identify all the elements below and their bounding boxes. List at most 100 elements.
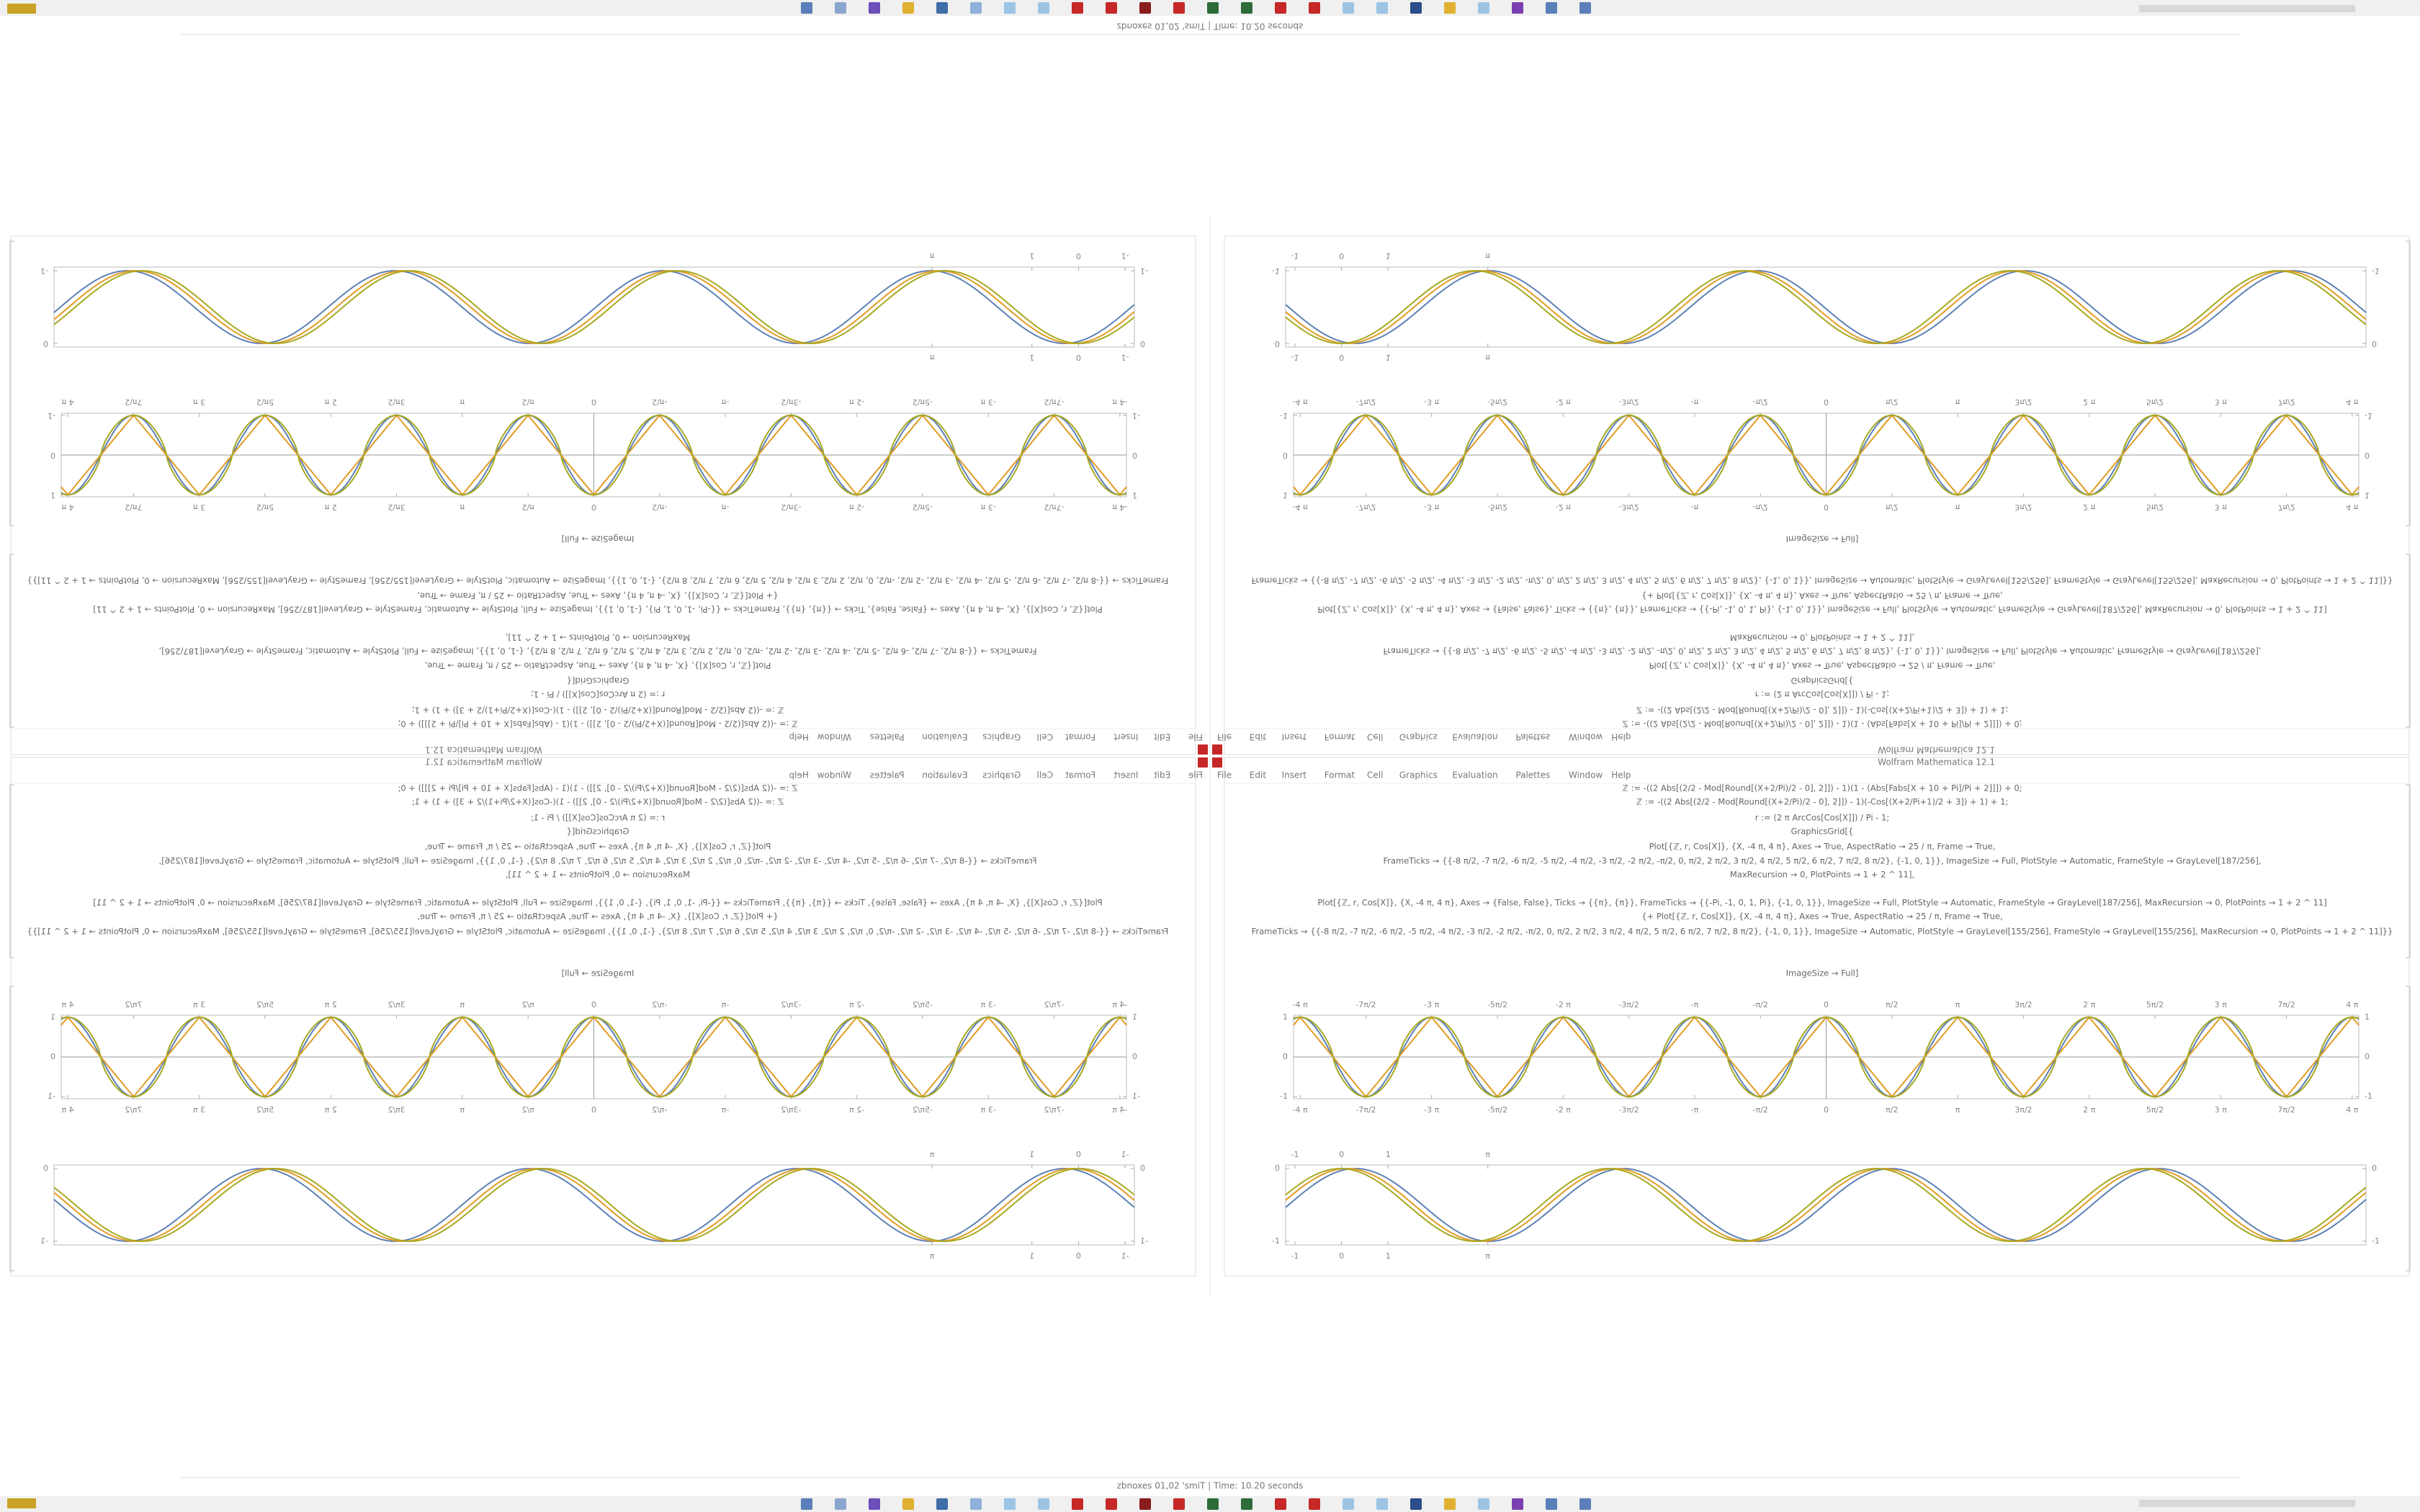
menu-item[interactable]: Edit [1250, 732, 1267, 742]
menu-item[interactable]: Evaluation [922, 770, 967, 780]
menu-item[interactable]: File [1188, 770, 1203, 780]
taskbar-icon[interactable] [1376, 1498, 1388, 1510]
menu-item[interactable]: Cell [1367, 770, 1383, 780]
taskbar-icon[interactable] [801, 2, 812, 14]
taskbar-icon[interactable] [1444, 2, 1456, 14]
menu-item[interactable]: Window [817, 770, 852, 780]
menu-item[interactable]: Edit [1154, 770, 1171, 780]
taskbar-icon[interactable] [869, 1498, 880, 1510]
menu-item[interactable]: Format [1065, 732, 1096, 742]
menu-item[interactable]: Help [1611, 770, 1631, 780]
menu-item[interactable]: Graphics [1399, 770, 1438, 780]
taskbar-icon[interactable] [835, 1498, 846, 1510]
start-icon[interactable] [7, 1498, 36, 1508]
menu-item[interactable]: Help [789, 732, 808, 742]
x-tick-label: π [460, 1000, 465, 1009]
menu-item[interactable]: Format [1065, 770, 1096, 780]
menu-item[interactable]: Cell [1367, 732, 1383, 742]
taskbar-icon[interactable] [1579, 2, 1591, 14]
taskbar-icon[interactable] [1207, 2, 1219, 14]
menu-item[interactable]: Window [1569, 732, 1603, 742]
taskbar-icon[interactable] [1139, 2, 1151, 14]
taskbar-icon[interactable] [1038, 1498, 1049, 1510]
menu-item[interactable]: Palettes [1515, 732, 1550, 742]
taskbar-icon[interactable] [1512, 1498, 1523, 1510]
taskbar-icon[interactable] [1004, 2, 1016, 14]
taskbar-icon[interactable] [1343, 1498, 1354, 1510]
taskbar-icon[interactable] [1410, 2, 1422, 14]
taskbar-icon[interactable] [1478, 2, 1489, 14]
menu-item[interactable]: Graphics [982, 770, 1021, 780]
taskbar-icon[interactable] [1275, 2, 1286, 14]
start-icon[interactable] [7, 4, 36, 14]
taskbar-icon[interactable] [1444, 1498, 1456, 1510]
menu-item[interactable]: Palettes [1515, 770, 1550, 780]
taskbar-icon[interactable] [1546, 1498, 1557, 1510]
menu-item[interactable]: Window [1569, 770, 1603, 780]
taskbar-icon[interactable] [1478, 1498, 1489, 1510]
menu-item[interactable]: Insert [1113, 732, 1139, 742]
taskbar-icon[interactable] [1579, 1498, 1591, 1510]
taskbar-icon[interactable] [1376, 2, 1388, 14]
menu-item[interactable]: Insert [1113, 770, 1139, 780]
y-tick-label: 0 [1140, 339, 1145, 348]
taskbar-icon[interactable] [1309, 2, 1320, 14]
menu-item[interactable]: Graphics [982, 732, 1021, 742]
x-tick-label: 0 [591, 1105, 596, 1115]
taskbar-icon[interactable] [970, 2, 982, 14]
menu-item[interactable]: File [1217, 770, 1232, 780]
menu-item[interactable]: File [1188, 732, 1203, 742]
menu-item[interactable]: Palettes [870, 770, 905, 780]
code-line: ImageSize → Full] [562, 534, 635, 544]
taskbar-icon[interactable] [970, 1498, 982, 1510]
y-tick-label: 0 [43, 1164, 48, 1173]
taskbar-icon[interactable] [1512, 2, 1523, 14]
menu-item[interactable]: Format [1325, 770, 1355, 780]
taskbar-icon[interactable] [869, 2, 880, 14]
taskbar-icon[interactable] [1309, 1498, 1320, 1510]
taskbar-icon[interactable] [1546, 2, 1557, 14]
taskbar-icon[interactable] [902, 2, 914, 14]
menu-item[interactable]: File [1217, 732, 1232, 742]
menu-item[interactable]: Evaluation [922, 732, 967, 742]
menu-item[interactable]: Help [789, 770, 808, 780]
taskbar-icon[interactable] [1275, 1498, 1286, 1510]
taskbar-icon[interactable] [902, 1498, 914, 1510]
taskbar-icon[interactable] [1038, 2, 1049, 14]
taskbar-icon[interactable] [1106, 1498, 1117, 1510]
taskbar-icon[interactable] [835, 2, 846, 14]
taskbar-icon[interactable] [1072, 1498, 1083, 1510]
taskbar-icon[interactable] [1207, 1498, 1219, 1510]
menu-item[interactable]: Palettes [870, 732, 905, 742]
menu-item[interactable]: Evaluation [1452, 770, 1497, 780]
taskbar-icon[interactable] [1139, 1498, 1151, 1510]
code-line: r := (2 π ArcCos[Cos[X]]) / Pi - 1; [531, 813, 665, 823]
menu-item[interactable]: Format [1325, 732, 1355, 742]
cell-bracket [2406, 554, 2411, 728]
x-tick-label: π [1485, 1150, 1490, 1159]
taskbar-icon[interactable] [1173, 1498, 1185, 1510]
menu-item[interactable]: Cell [1037, 770, 1053, 780]
x-tick-label: 3 π [2215, 503, 2227, 512]
taskbar-icon[interactable] [801, 1498, 812, 1510]
taskbar-icon[interactable] [1241, 1498, 1252, 1510]
taskbar-icon[interactable] [1410, 1498, 1422, 1510]
taskbar-icon[interactable] [1004, 1498, 1016, 1510]
menu-item[interactable]: Cell [1037, 732, 1053, 742]
menu-item[interactable]: Insert [1282, 732, 1307, 742]
taskbar-icon[interactable] [1241, 2, 1252, 14]
taskbar-icon[interactable] [1343, 2, 1354, 14]
menu-item[interactable]: Edit [1154, 732, 1171, 742]
menu-item[interactable]: Help [1611, 732, 1631, 742]
menu-item[interactable]: Insert [1282, 770, 1307, 780]
taskbar-icon[interactable] [936, 1498, 948, 1510]
taskbar-icon[interactable] [1072, 2, 1083, 14]
menu-item[interactable]: Edit [1250, 770, 1267, 780]
x-tick-label: -3 π [980, 1000, 995, 1009]
taskbar-icon[interactable] [1173, 2, 1185, 14]
taskbar-icon[interactable] [1106, 2, 1117, 14]
taskbar-icon[interactable] [936, 2, 948, 14]
menu-item[interactable]: Evaluation [1452, 732, 1497, 742]
menu-item[interactable]: Graphics [1399, 732, 1438, 742]
menu-item[interactable]: Window [817, 732, 852, 742]
